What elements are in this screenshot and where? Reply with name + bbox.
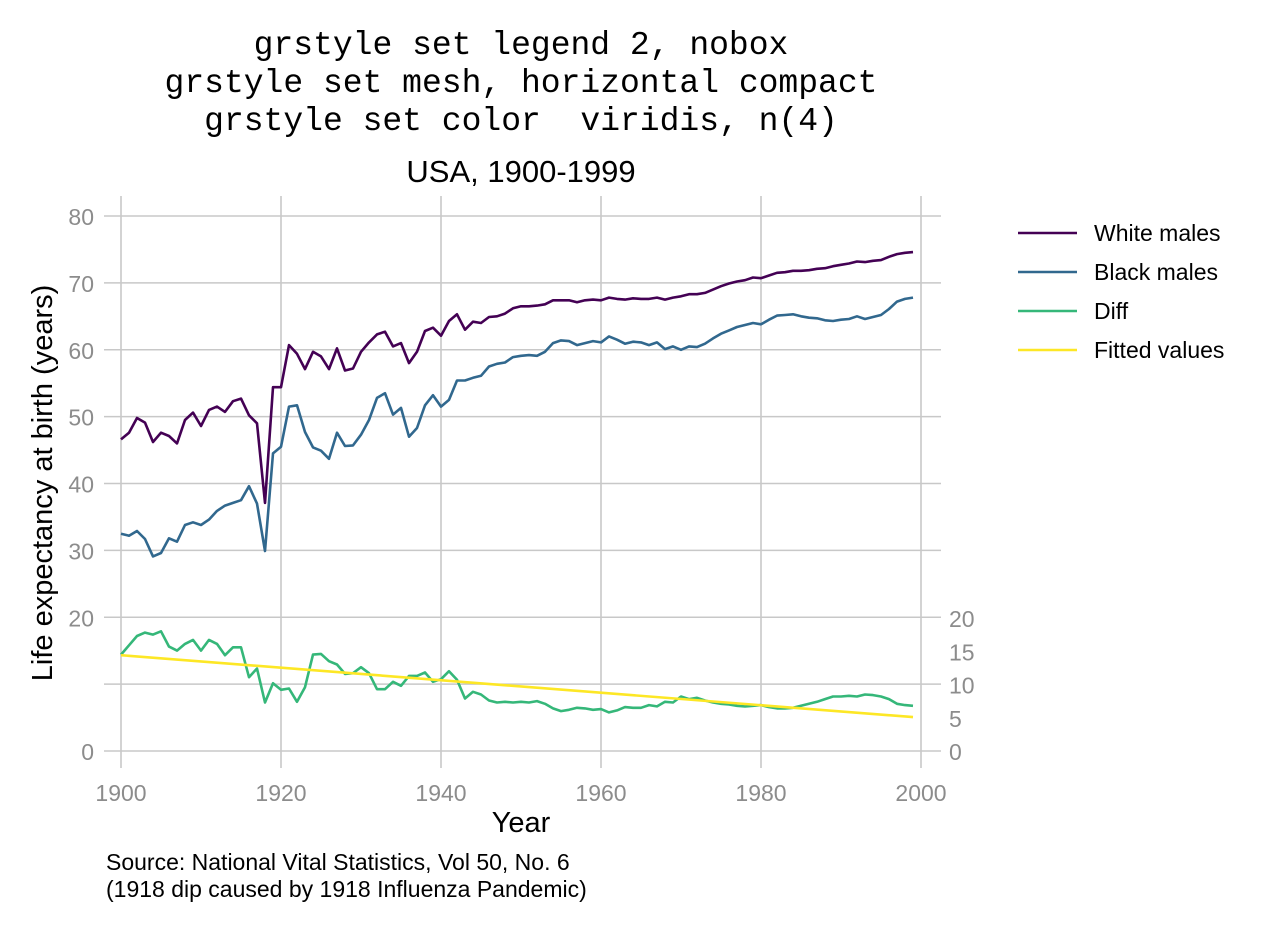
legend-item: Black males — [1018, 259, 1218, 285]
title-line: grstyle set legend 2, nobox — [254, 27, 789, 64]
x-tick-label: 1980 — [735, 780, 786, 806]
horizontal-gridlines — [104, 215, 941, 752]
y2-axis-tick-labels: 0 5 10 15 20 — [949, 606, 975, 765]
title-line: grstyle set color viridis, n(4) — [204, 103, 838, 140]
x-tick-label: 1960 — [575, 780, 626, 806]
series-line-fitted-values — [120, 653, 914, 719]
series-line-diff — [120, 629, 914, 714]
x-axis-label: Year — [492, 807, 551, 839]
chart-note: Source: National Vital Statistics, Vol 5… — [106, 849, 587, 902]
legend-item: Diff — [1018, 298, 1129, 324]
chart-subtitle: USA, 1900-1999 — [406, 154, 635, 189]
y2-tick-label: 10 — [949, 673, 975, 699]
legend-label: Diff — [1094, 298, 1129, 324]
note-line: (1918 dip caused by 1918 Influenza Pande… — [106, 876, 587, 902]
y-tick-label: 30 — [68, 538, 94, 564]
x-tick-label: 2000 — [895, 780, 946, 806]
y-tick-label: 80 — [68, 204, 94, 230]
x-tick-label: 1940 — [415, 780, 466, 806]
y2-tick-label: 5 — [949, 706, 962, 732]
legend-label: Black males — [1094, 259, 1218, 285]
y-axis-label: Life expectancy at birth (years) — [27, 285, 59, 682]
legend-label: White males — [1094, 220, 1221, 246]
legend-label: Fitted values — [1094, 337, 1224, 363]
series-lines — [120, 250, 914, 719]
y-tick-label: 0 — [81, 739, 94, 765]
legend-item: White males — [1018, 220, 1221, 246]
title-line: grstyle set mesh, horizontal compact — [165, 65, 878, 102]
legend: White males Black males Diff Fitted values — [1018, 220, 1224, 363]
x-tick-label: 1920 — [255, 780, 306, 806]
y-tick-label: 50 — [68, 405, 94, 431]
y2-tick-label: 0 — [949, 739, 962, 765]
series-line-black-males — [120, 296, 914, 558]
y-tick-label: 20 — [68, 605, 94, 631]
series-line-white-males — [120, 250, 914, 505]
x-tick-label: 1900 — [95, 780, 146, 806]
x-axis-tick-labels: 1900 1920 1940 1960 1980 2000 — [95, 780, 946, 806]
y-tick-label: 70 — [68, 271, 94, 297]
y2-tick-label: 15 — [949, 639, 975, 665]
y-axis-tick-labels: 0 20 30 40 50 60 70 80 — [68, 204, 94, 765]
vertical-gridlines — [120, 196, 922, 768]
note-line: Source: National Vital Statistics, Vol 5… — [106, 849, 570, 875]
legend-item: Fitted values — [1018, 337, 1224, 363]
y2-tick-label: 20 — [949, 606, 975, 632]
y-tick-label: 40 — [68, 472, 94, 498]
y-tick-label: 60 — [68, 338, 94, 364]
